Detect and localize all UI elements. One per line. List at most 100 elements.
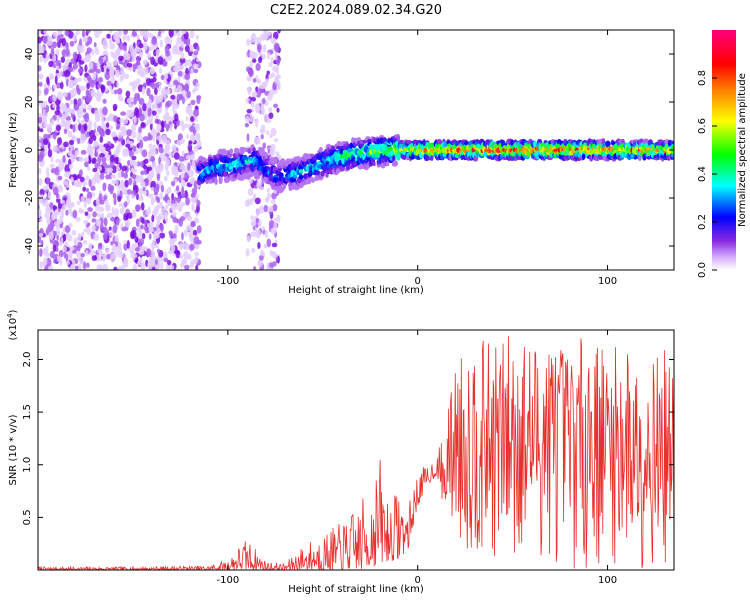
spectrogram-noise-cell <box>165 124 170 132</box>
spectrogram-noise-cell <box>259 254 264 261</box>
spectrogram-noise-cell <box>272 84 276 91</box>
spectrogram-noise-cell <box>97 248 102 254</box>
spectrogram-noise-cell <box>175 218 181 224</box>
spectrogram-ridge-cell <box>605 141 611 147</box>
spectrogram-ridge-cell <box>326 163 331 169</box>
spectrogram-noise-cell <box>124 190 128 196</box>
spectrogram-noise-cell <box>79 60 85 65</box>
spectrogram-noise-cell <box>119 180 125 189</box>
spectrogram-noise-cell <box>159 39 163 48</box>
spectrogram-noise-cell <box>196 132 201 142</box>
spectrogram-noise-cell <box>103 232 108 240</box>
spectrogram-noise-cell <box>111 179 117 185</box>
spectrogram-ridge-cell <box>396 135 401 142</box>
spectrogram-noise-cell <box>96 97 102 102</box>
spectrogram-noise-cell <box>163 120 167 128</box>
spectrogram-noise-cell <box>154 82 160 89</box>
spectrogram-noise-cell <box>148 143 153 149</box>
spectrogram-noise-cell <box>92 211 97 218</box>
spectrogram-y-tick-label: 20 <box>24 96 35 109</box>
spectrogram-noise-cell <box>147 150 152 160</box>
spectrogram-noise-cell <box>38 177 43 186</box>
spectrogram-y-tick-label: 0 <box>24 147 35 153</box>
spectrogram-noise-cell <box>256 43 262 53</box>
spectrogram-noise-cell <box>77 232 82 241</box>
spectrogram-noise-cell <box>57 175 63 181</box>
spectrogram-noise-cell <box>147 32 154 39</box>
spectrogram-ridge-cell <box>430 155 434 161</box>
spectrogram-ridge-cell <box>669 140 674 145</box>
spectrogram-noise-cell <box>179 57 186 64</box>
spectrogram-noise-cell <box>154 264 160 270</box>
spectrogram-noise-cell <box>163 93 167 101</box>
spectrogram-noise-cell <box>68 250 73 256</box>
spectrogram-noise-cell <box>133 96 138 105</box>
spectrogram-noise-cell <box>106 253 112 260</box>
spectrogram-noise-cell <box>143 66 149 76</box>
colorbar-tick-label: 0.0 <box>697 262 708 278</box>
spectrogram-ridge-cell <box>252 147 256 153</box>
spectrogram-ridge-cell <box>436 139 443 146</box>
spectrogram-noise-cell <box>85 55 91 63</box>
spectrogram-noise-cell <box>115 217 120 226</box>
spectrogram-noise-cell <box>59 147 63 153</box>
colorbar-ticks: 0.0 0.2 0.4 0.6 0.8 <box>697 70 717 278</box>
spectrogram-noise-cell <box>261 53 266 60</box>
spectrogram-noise-cell <box>38 65 42 72</box>
spectrogram-noise-cell <box>116 88 123 95</box>
spectrogram-noise-cell <box>141 86 146 95</box>
spectrogram-noise-cell <box>173 79 179 86</box>
spectrogram-noise-cell <box>55 48 60 57</box>
spectrogram-noise-cell <box>264 230 269 238</box>
spectrogram-noise-cell <box>174 103 180 110</box>
spectrogram-noise-cell <box>160 261 164 270</box>
colorbar-tick-label: 0.2 <box>697 214 708 230</box>
spectrogram-noise-cell <box>148 193 154 199</box>
spectrogram-x-ticks: -100 0 100 <box>216 30 617 287</box>
spectrogram-noise-cell <box>270 199 276 205</box>
spectrogram-noise-cell <box>168 238 175 245</box>
spectrogram-noise-cell <box>163 175 168 182</box>
spectrogram-noise-cell <box>64 128 67 135</box>
spectrogram-noise-cell <box>84 64 88 73</box>
spectrogram-noise-cell <box>114 235 118 244</box>
spectrogram-noise-cell <box>137 84 144 93</box>
spectrogram-noise-cell <box>179 252 183 260</box>
spectrogram-noise-cell <box>185 243 190 249</box>
spectrogram-noise-cell <box>73 237 79 246</box>
colorbar-tick-label: 0.4 <box>697 166 708 182</box>
spectrogram-ridge-cell <box>318 146 323 153</box>
spectrogram-noise-cell <box>252 58 257 63</box>
spectrogram-noise-cell <box>83 228 88 233</box>
spectrogram-noise-cell <box>248 68 254 78</box>
spectrogram-noise-cell <box>80 149 87 155</box>
spectrogram-noise-cell <box>272 204 278 212</box>
spectrogram-noise-cell <box>253 265 257 270</box>
spectrogram-noise-cell <box>60 199 66 204</box>
spectrogram-noise-cell <box>123 243 128 251</box>
spectrogram-noise-cell <box>94 151 98 158</box>
spectrogram-noise-cell <box>38 81 43 87</box>
spectrogram-noise-cell <box>68 139 75 145</box>
spectrogram-noise-cell <box>140 202 145 211</box>
snr-y-ticks: 0.5 1.0 1.5 2.0 <box>22 352 674 525</box>
spectrogram-noise-cell <box>146 167 150 174</box>
spectrogram-noise-cell <box>107 61 112 70</box>
spectrogram-noise-cell <box>155 165 160 174</box>
spectrogram-noise-cell <box>173 66 179 73</box>
spectrogram-noise-cell <box>266 238 272 248</box>
spectrogram-noise-cell <box>253 193 257 200</box>
spectrogram-noise-cell <box>123 256 128 263</box>
spectrogram-noise-cell <box>195 218 199 224</box>
spectrogram-noise-cell <box>44 199 49 208</box>
spectrogram-noise-cell <box>116 80 120 89</box>
spectrogram-noise-cell <box>162 251 168 258</box>
spectrogram-noise-cell <box>45 205 51 215</box>
spectrogram-noise-cell <box>46 217 51 225</box>
spectrogram-noise-cell <box>130 167 135 173</box>
spectrogram-noise-cell <box>158 156 162 165</box>
spectrogram-noise-cell <box>52 94 57 102</box>
spectrogram-noise-cell <box>119 207 125 215</box>
spectrogram-noise-cell <box>60 237 64 244</box>
spectrogram-noise-cell <box>109 160 115 168</box>
